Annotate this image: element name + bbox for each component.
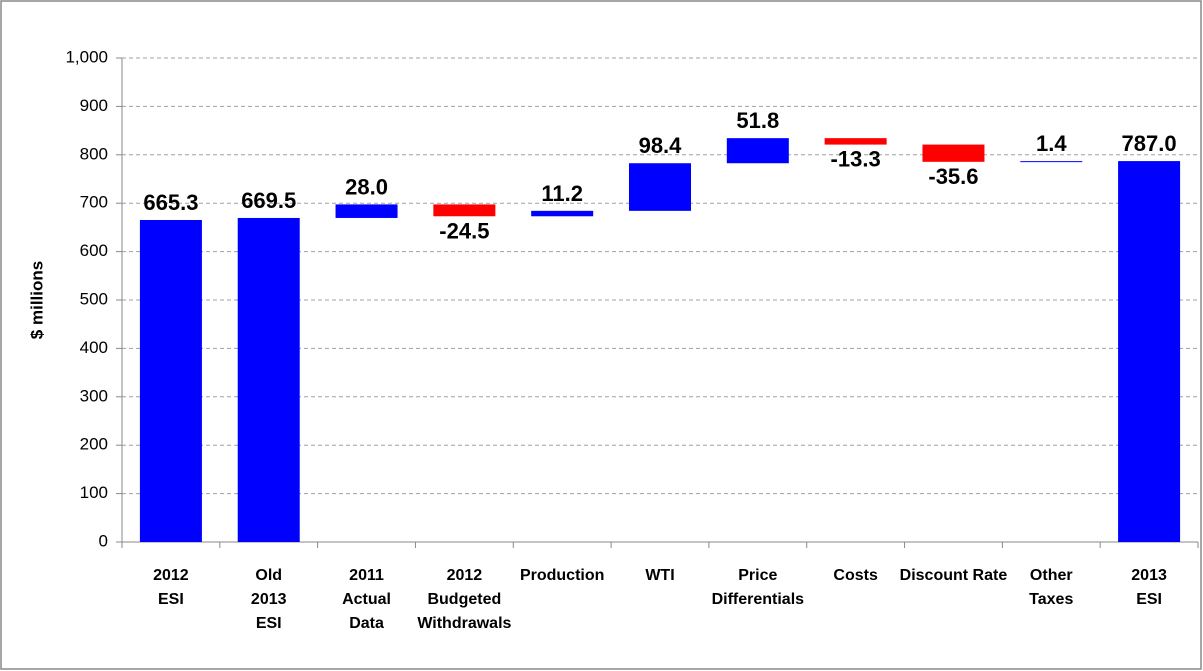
x-tick-label: 2013 ESI bbox=[1131, 567, 1167, 608]
bar bbox=[335, 204, 398, 218]
value-label: 665.3 bbox=[143, 190, 198, 215]
value-label: -13.3 bbox=[831, 147, 881, 172]
value-label: 98.4 bbox=[639, 133, 683, 158]
bar bbox=[139, 219, 202, 542]
y-tick-label: 700 bbox=[80, 193, 108, 212]
bar bbox=[531, 210, 594, 217]
bar bbox=[726, 138, 789, 164]
bar bbox=[433, 204, 496, 217]
value-label: -24.5 bbox=[439, 218, 489, 243]
y-tick-label: 300 bbox=[80, 386, 108, 405]
y-tick-label: 500 bbox=[80, 289, 108, 308]
x-tick-label: WTI bbox=[645, 567, 674, 584]
x-tick-label: Costs bbox=[833, 567, 878, 584]
x-tick-label: 2012 Budgeted Withdrawals bbox=[417, 567, 511, 632]
y-tick-label: 800 bbox=[80, 144, 108, 163]
x-tick-label: 2011 Actual Data bbox=[342, 567, 391, 632]
x-tick-label: Production bbox=[520, 567, 604, 584]
value-label: 787.0 bbox=[1122, 131, 1177, 156]
y-tick-label: 1,000 bbox=[65, 47, 108, 66]
y-tick-label: 200 bbox=[80, 435, 108, 454]
x-tick-label: Other Taxes bbox=[1029, 567, 1073, 608]
bar bbox=[629, 163, 691, 211]
y-tick-label: 600 bbox=[80, 241, 108, 260]
y-tick-label: 0 bbox=[99, 531, 108, 550]
bar bbox=[824, 138, 887, 145]
value-label: 51.8 bbox=[736, 108, 779, 133]
bar bbox=[1118, 161, 1181, 543]
bar bbox=[237, 217, 300, 542]
bar bbox=[922, 144, 985, 162]
value-label: -35.6 bbox=[928, 164, 978, 189]
x-tick-label: Price Differentials bbox=[712, 567, 805, 608]
x-tick-label: 2012 ESI bbox=[153, 567, 189, 608]
value-label: 669.5 bbox=[241, 188, 296, 213]
value-label: 1.4 bbox=[1036, 131, 1067, 156]
value-label: 11.2 bbox=[541, 181, 583, 206]
y-tick-label: 900 bbox=[80, 96, 108, 115]
x-tick-label: Discount Rate bbox=[900, 567, 1008, 584]
y-axis-label: $ millions bbox=[27, 261, 46, 339]
y-tick-label: 400 bbox=[80, 338, 108, 357]
bar bbox=[1020, 161, 1083, 163]
x-tick-label: Old 2013 ESI bbox=[251, 567, 287, 632]
y-tick-label: 100 bbox=[80, 483, 108, 502]
value-label: 28.0 bbox=[345, 174, 388, 199]
